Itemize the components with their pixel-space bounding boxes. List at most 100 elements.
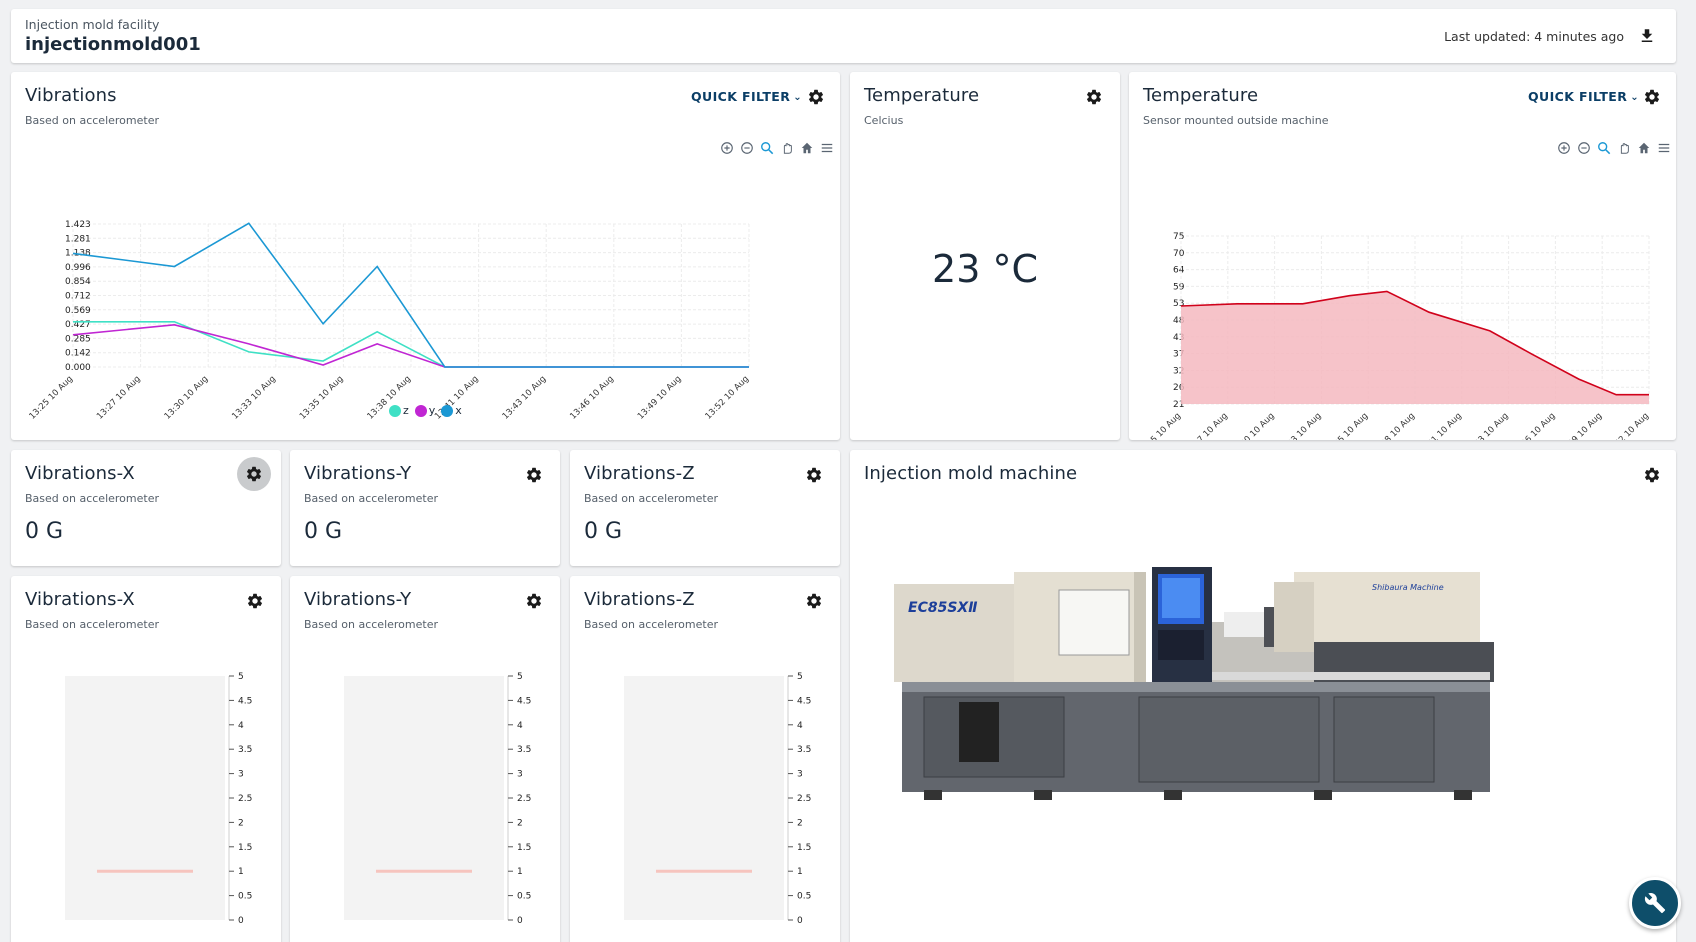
x-tick-label: 13:52 10 Aug	[1604, 411, 1652, 440]
menu-icon[interactable]	[1656, 140, 1672, 156]
x-tick-label: 13:33 10 Aug	[1276, 411, 1324, 440]
gauge-tick-label: 4.5	[797, 696, 811, 706]
download-icon[interactable]	[1638, 27, 1656, 45]
chart-toolbar	[719, 140, 835, 156]
settings-gear-icon[interactable]	[1643, 88, 1661, 106]
menu-icon[interactable]	[819, 140, 835, 156]
gauge-tick-label: 5	[797, 672, 803, 682]
gauge-tick-label: 2.5	[797, 794, 811, 804]
gauge-tick-label: 5	[517, 672, 523, 682]
x-tick-label: 13:35 10 Aug	[298, 374, 346, 422]
vertical-gauge-chart: 0 0.5 1 1.5 2 2.5 3 3.5 4 4.5 5	[344, 672, 531, 926]
x-tick-label: 13:49 10 Aug	[636, 374, 684, 422]
gauge-tick-label: 1.5	[238, 843, 252, 853]
pan-icon[interactable]	[1616, 140, 1632, 156]
settings-gear-icon[interactable]	[525, 466, 543, 484]
temperature-value: 23 °C	[932, 247, 1038, 291]
pan-icon[interactable]	[779, 140, 795, 156]
settings-gear-icon[interactable]	[805, 466, 823, 484]
vertical-gauge-chart: 0 0.5 1 1.5 2 2.5 3 3.5 4 4.5 5	[624, 672, 811, 926]
facility-label: Injection mold facility	[25, 17, 160, 32]
settings-gear-icon[interactable]	[807, 88, 825, 106]
area-fill	[1181, 291, 1649, 404]
temperature-chart-title: Temperature	[1143, 85, 1259, 106]
home-icon[interactable]	[799, 140, 815, 156]
x-tick-label: 13:46 10 Aug	[1510, 411, 1558, 440]
settings-gear-icon[interactable]	[805, 592, 823, 610]
legend-item-x[interactable]: x	[441, 404, 462, 417]
gauge-tick-label: 4	[517, 721, 523, 731]
y-tick-label: 48	[1173, 316, 1185, 326]
kpi-card-vibrations-z: Vibrations-Z Based on accelerometer 0 G	[570, 450, 840, 566]
legend-item-z[interactable]: z	[389, 404, 409, 417]
legend-marker	[389, 404, 401, 417]
chevron-down-icon: ⌄	[1630, 92, 1639, 103]
gauge-tick-label: 1	[797, 867, 803, 877]
settings-gear-icon[interactable]	[246, 592, 264, 610]
quick-filter-label: QUICK FILTER	[1528, 89, 1628, 104]
kpi-card-vibrations-y: Vibrations-Y Based on accelerometer 0 G	[290, 450, 560, 566]
x-tick-label: 13:46 10 Aug	[568, 374, 616, 422]
gauge-track	[65, 676, 225, 920]
y-tick-label: 0.000	[65, 363, 91, 373]
x-tick-label: 13:41 10 Aug	[1416, 411, 1464, 440]
legend-item-y[interactable]: y	[414, 404, 436, 417]
y-tick-label: 0.427	[65, 320, 91, 330]
y-tick-label: 75	[1173, 232, 1184, 242]
gauge-subtitle: Based on accelerometer	[25, 618, 159, 631]
gauge-tick-label: 2.5	[238, 794, 252, 804]
zoom-in-icon[interactable]	[719, 140, 735, 156]
temperature-title: Temperature	[864, 85, 980, 106]
quick-filter-button[interactable]: QUICK FILTER ⌄	[1528, 89, 1639, 104]
zoom-in-icon[interactable]	[1556, 140, 1572, 156]
temperature-chart-subtitle: Sensor mounted outside machine	[1143, 114, 1329, 127]
gauge-track	[624, 676, 784, 920]
tools-icon	[1644, 892, 1666, 914]
legend-label: y	[428, 404, 436, 417]
gauge-tick-label: 3	[517, 770, 523, 780]
settings-gear-icon[interactable]	[237, 457, 271, 491]
machine-illustration: EC85SXⅡ Shibaura Machine	[894, 567, 1494, 800]
x-tick-label: 13:43 10 Aug	[501, 374, 549, 422]
chart-toolbar	[1556, 140, 1672, 156]
gauge-tick-label: 1.5	[517, 843, 531, 853]
settings-gear-icon[interactable]	[1643, 466, 1661, 484]
zoom-out-icon[interactable]	[739, 140, 755, 156]
kpi-subtitle: Based on accelerometer	[25, 492, 159, 505]
zoom-out-icon[interactable]	[1576, 140, 1592, 156]
y-tick-label: 0.285	[65, 334, 91, 344]
gauge-tick-label: 1	[238, 867, 244, 877]
x-tick-label: 13:33 10 Aug	[230, 374, 278, 422]
gauge-tick-label: 4.5	[238, 696, 252, 706]
zoom-select-icon[interactable]	[759, 140, 775, 156]
x-tick-label: 13:30 10 Aug	[163, 374, 211, 422]
gauge-tick-label: 2	[238, 818, 244, 828]
gauge-tick-label: 4	[238, 721, 244, 731]
tools-fab-button[interactable]	[1629, 877, 1681, 929]
home-icon[interactable]	[1636, 140, 1652, 156]
y-tick-label: 37	[1173, 350, 1184, 360]
vertical-gauge-chart: 0 0.5 1 1.5 2 2.5 3 3.5 4 4.5 5	[65, 672, 252, 926]
device-title: injectionmold001	[25, 34, 201, 55]
settings-gear-icon[interactable]	[525, 592, 543, 610]
y-tick-label: 32	[1173, 366, 1184, 376]
x-tick-label: 13:25 10 Aug	[28, 374, 76, 422]
series-line-x	[72, 222, 749, 368]
gauge-tick-label: 3	[797, 770, 803, 780]
header-bar: Injection mold facility injectionmold001…	[11, 9, 1676, 63]
x-tick-label: 13:35 10 Aug	[1323, 411, 1371, 440]
machine-title: Injection mold machine	[864, 463, 1078, 484]
y-tick-label: 70	[1173, 249, 1185, 259]
kpi-title: Vibrations-X	[25, 463, 135, 484]
x-tick-label: 13:25 10 Aug	[1136, 411, 1184, 440]
y-tick-label: 1.281	[65, 234, 91, 244]
y-tick-label: 21	[1173, 400, 1184, 410]
gauge-track	[344, 676, 504, 920]
gauge-title: Vibrations-Y	[304, 589, 412, 610]
settings-gear-icon[interactable]	[1085, 88, 1103, 106]
quick-filter-button[interactable]: QUICK FILTER ⌄	[691, 89, 802, 104]
machine-brand-label: Shibaura Machine	[1372, 583, 1444, 592]
zoom-select-icon[interactable]	[1596, 140, 1612, 156]
x-tick-label: 13:38 10 Aug	[1370, 411, 1418, 440]
